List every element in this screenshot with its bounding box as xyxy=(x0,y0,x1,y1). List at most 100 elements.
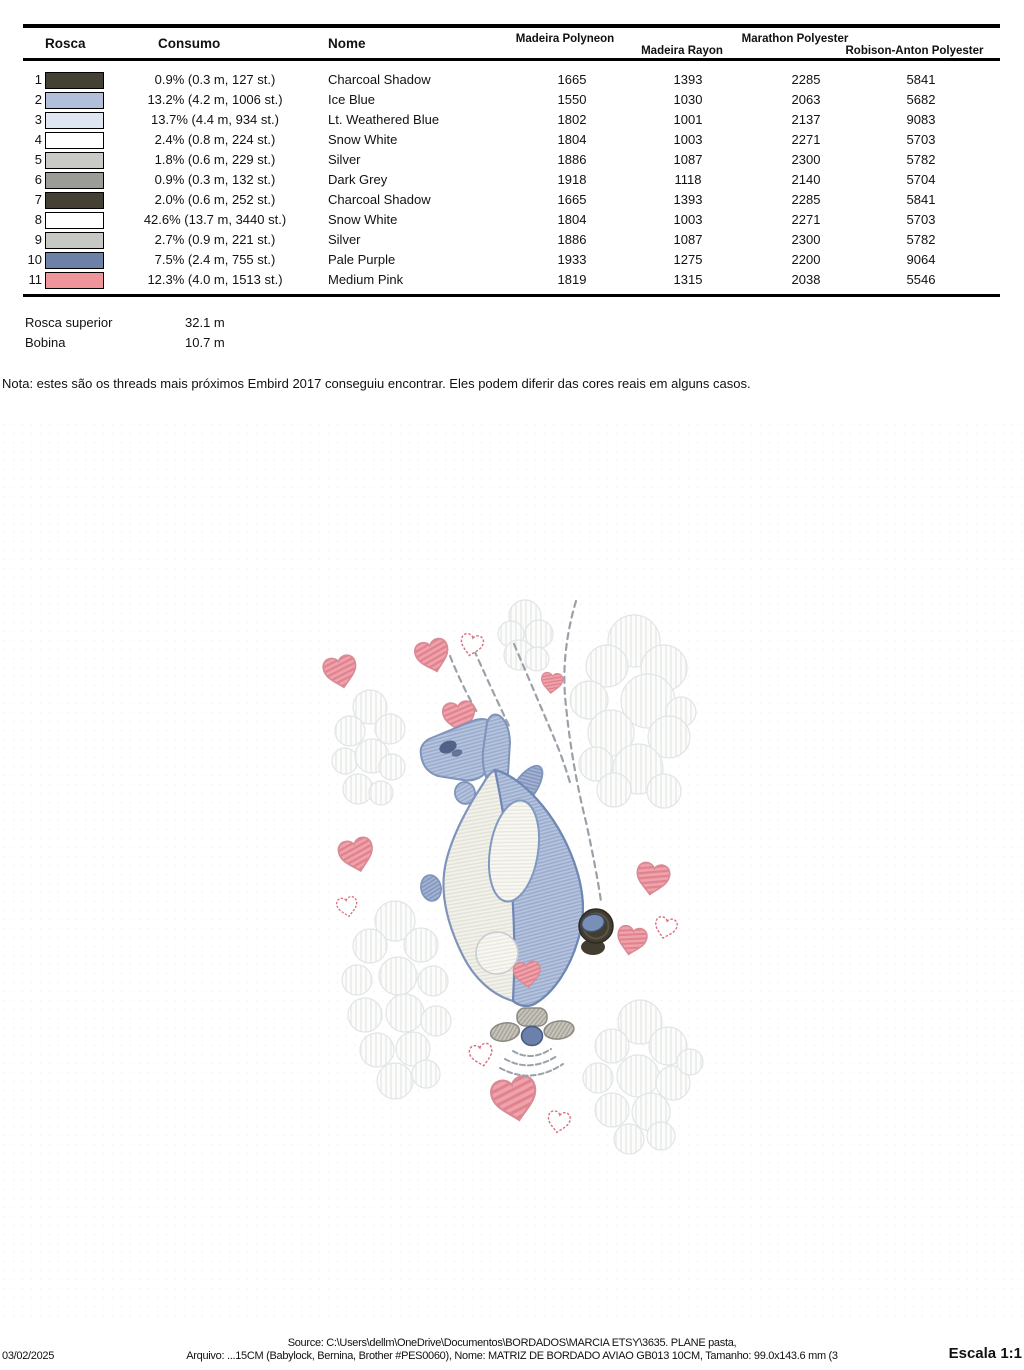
col-header-marathon-polyester: Marathon Polyester xyxy=(741,33,849,45)
thread-name: Snow White xyxy=(328,132,398,147)
thread-color-swatch xyxy=(45,131,104,149)
col-header-robison-anton: Robison-Anton Polyester xyxy=(845,44,984,57)
robison-anton-code: 5703 xyxy=(906,132,936,147)
thread-consumption: 2.0% (0.6 m, 252 st.) xyxy=(154,192,276,207)
footer-source-line: Source: C:\Users\dellm\OneDrive\Document… xyxy=(287,1337,737,1349)
thread-number: 2 xyxy=(34,92,42,107)
propeller-blade-left xyxy=(489,1022,521,1042)
robison-anton-code: 5782 xyxy=(906,232,936,247)
robison-anton-code: 9083 xyxy=(906,112,936,127)
madeira-polyneon-code: 1918 xyxy=(557,172,587,187)
marathon-polyester-code: 2063 xyxy=(791,92,821,107)
engine-cowling xyxy=(516,1007,548,1027)
thread-color-swatch xyxy=(45,71,104,89)
thread-color-swatch xyxy=(45,211,104,229)
embroidery-design-preview xyxy=(320,599,704,1155)
thread-name: Ice Blue xyxy=(328,92,375,107)
marathon-polyester-code: 2271 xyxy=(791,132,821,147)
thread-name: Pale Purple xyxy=(328,252,396,267)
propeller-blade-right xyxy=(543,1020,575,1040)
madeira-rayon-code: 1118 xyxy=(674,172,702,187)
thread-consumption: 12.3% (4.0 m, 1513 st.) xyxy=(147,272,283,287)
cloud-top-center xyxy=(497,599,554,672)
table-header-rule xyxy=(23,57,1000,61)
robison-anton-code: 5704 xyxy=(906,172,936,187)
airplane-illustration xyxy=(419,713,614,1077)
thread-table-row: 5 1.8% (0.6 m, 229 st.) Silver 1886 1087… xyxy=(0,150,1010,170)
thread-name: Silver xyxy=(328,152,361,167)
thread-color-swatch xyxy=(45,271,104,289)
thread-color-swatch xyxy=(45,111,104,129)
thread-consumption: 2.4% (0.8 m, 224 st.) xyxy=(154,132,276,147)
thread-number: 3 xyxy=(34,112,42,127)
cloud-bottom-left xyxy=(341,900,452,1100)
col-header-nome: Nome xyxy=(328,36,366,51)
madeira-polyneon-code: 1804 xyxy=(557,212,587,227)
thread-number: 6 xyxy=(34,172,42,187)
thread-color-swatch xyxy=(45,91,104,109)
madeira-rayon-code: 1315 xyxy=(673,272,703,287)
fin-marking xyxy=(439,740,463,757)
madeira-rayon-code: 1003 xyxy=(673,132,703,147)
madeira-polyneon-code: 1665 xyxy=(557,72,587,87)
robison-anton-code: 5703 xyxy=(906,212,936,227)
madeira-rayon-code: 1275 xyxy=(673,252,703,267)
thread-table-row: 4 2.4% (0.8 m, 224 st.) Snow White 1804 … xyxy=(0,130,1010,150)
thread-number: 5 xyxy=(34,152,42,167)
madeira-polyneon-code: 1550 xyxy=(557,92,587,107)
propeller-spinner xyxy=(520,1025,544,1047)
rosca-superior-label: Rosca superior xyxy=(25,315,113,330)
marathon-polyester-code: 2285 xyxy=(791,192,821,207)
thread-table-row: 3 13.7% (4.4 m, 934 st.) Lt. Weathered B… xyxy=(0,110,1010,130)
marathon-polyester-code: 2038 xyxy=(791,272,821,287)
thread-color-swatch xyxy=(45,191,104,209)
marathon-polyester-code: 2140 xyxy=(791,172,821,187)
thread-number: 1 xyxy=(34,72,42,87)
thread-color-swatch xyxy=(45,151,104,169)
thread-table-row: 9 2.7% (0.9 m, 221 st.) Silver 1886 1087… xyxy=(0,230,1010,250)
thread-name: Medium Pink xyxy=(328,272,404,287)
robison-anton-code: 5841 xyxy=(906,72,936,87)
thread-table-row: 10 7.5% (2.4 m, 755 st.) Pale Purple 193… xyxy=(0,250,1010,270)
thread-table-row: 8 42.6% (13.7 m, 3440 st.) Snow White 18… xyxy=(0,210,1010,230)
landing-wheel xyxy=(578,908,614,955)
cloud-left xyxy=(331,689,406,806)
propeller-motion-arcs xyxy=(499,1048,564,1077)
thread-consumption: 1.8% (0.6 m, 229 st.) xyxy=(154,152,276,167)
robison-anton-code: 5841 xyxy=(906,192,936,207)
madeira-polyneon-code: 1665 xyxy=(557,192,587,207)
madeira-polyneon-code: 1886 xyxy=(557,152,587,167)
thread-name: Silver xyxy=(328,232,361,247)
table-top-rule xyxy=(23,24,1000,28)
thread-color-swatch xyxy=(45,171,104,189)
marathon-polyester-code: 2137 xyxy=(791,112,821,127)
madeira-polyneon-code: 1802 xyxy=(557,112,587,127)
madeira-rayon-code: 1087 xyxy=(673,152,703,167)
madeira-polyneon-code: 1933 xyxy=(557,252,587,267)
thread-consumption: 42.6% (13.7 m, 3440 st.) xyxy=(143,212,287,227)
thread-consumption: 13.2% (4.2 m, 1006 st.) xyxy=(147,92,283,107)
col-header-rosca: Rosca xyxy=(45,36,86,51)
robison-anton-code: 9064 xyxy=(906,252,936,267)
wing xyxy=(487,799,541,903)
madeira-rayon-code: 1087 xyxy=(673,232,703,247)
madeira-rayon-code: 1393 xyxy=(673,192,703,207)
robison-anton-code: 5682 xyxy=(906,92,936,107)
thread-table-row: 1 0.9% (0.3 m, 127 st.) Charcoal Shadow … xyxy=(0,70,1010,90)
footer-date: 03/02/2025 xyxy=(2,1350,63,1362)
thread-consumption: 0.9% (0.3 m, 127 st.) xyxy=(154,72,276,87)
exhaust-bump xyxy=(420,874,442,902)
thread-number: 10 xyxy=(27,252,42,267)
thread-number: 7 xyxy=(34,192,42,207)
bobina-label: Bobina xyxy=(25,335,66,350)
cloud-top-right xyxy=(569,614,697,809)
thread-number: 4 xyxy=(34,132,42,147)
madeira-rayon-code: 1003 xyxy=(673,212,703,227)
marathon-polyester-code: 2300 xyxy=(791,152,821,167)
robison-anton-code: 5546 xyxy=(906,272,936,287)
thread-table-row: 11 12.3% (4.0 m, 1513 st.) Medium Pink 1… xyxy=(0,270,1010,290)
thread-color-swatch xyxy=(45,251,104,269)
marathon-polyester-code: 2271 xyxy=(791,212,821,227)
threads-note: Nota: estes são os threads mais próximos… xyxy=(2,376,751,391)
table-bottom-rule xyxy=(23,294,1000,297)
